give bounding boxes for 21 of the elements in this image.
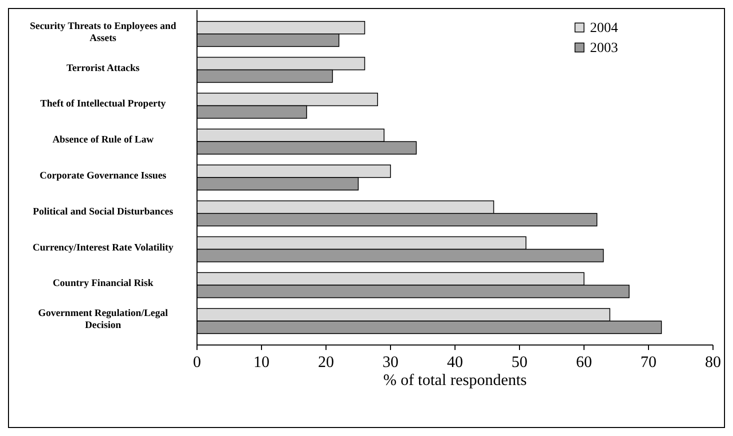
x-tick-label: 80 [705,354,721,371]
x-tick-label: 70 [640,354,656,371]
x-tick-label: 20 [318,354,334,371]
legend-label: 2003 [590,41,618,56]
legend-label: 2004 [590,21,618,36]
y-tick-label: Currency/Interest Rate Volatility [32,242,174,254]
x-tick-label: 50 [512,354,528,371]
x-tick-label: 60 [576,354,592,371]
y-tick-label: Theft of Intellectual Property [40,98,166,110]
y-tick-label: Country Financial Risk [52,278,154,290]
x-axis-title: % of total respondents [383,372,527,389]
y-tick-label: Absence of Rule of Law [52,134,154,146]
y-tick-label: Political and Social Disturbances [32,206,174,218]
x-tick-label: 40 [447,354,463,371]
x-tick-label: 30 [382,354,398,371]
y-tick-label: Terrorist Attacks [66,62,140,74]
x-tick-label: 0 [193,354,201,371]
y-tick-label: Security Threats to Enployees and Assets [30,20,177,44]
x-tick-label: 10 [254,354,270,371]
y-tick-label: Corporate Governance Issues [40,170,166,182]
y-tick-label: Government Regulation/Legal Decision [38,308,168,332]
